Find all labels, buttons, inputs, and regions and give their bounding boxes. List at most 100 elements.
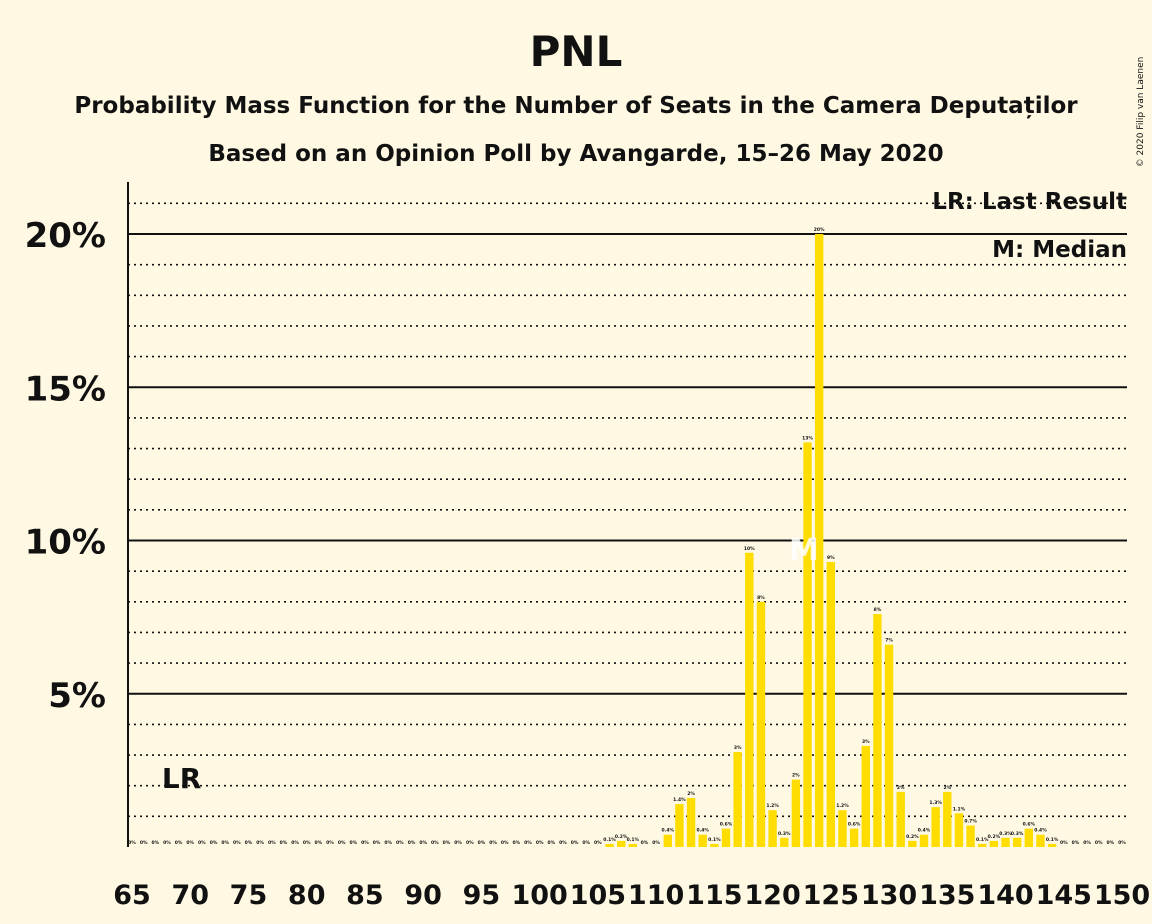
bar-seat-144: [1047, 843, 1057, 847]
value-label-seat-79: 0%: [291, 840, 299, 846]
bar-seat-131: [896, 791, 905, 847]
x-tick-label: 120: [744, 880, 800, 911]
grid-lines: [128, 202, 1127, 818]
bar-seat-112: [675, 804, 684, 847]
value-label-seat-113: 2%: [687, 791, 695, 797]
value-label-seat-111: 0.4%: [662, 828, 675, 834]
bar-seat-130: [884, 644, 894, 847]
value-label-seat-145: 0%: [1060, 840, 1068, 846]
last-result-marker: LR: [162, 762, 201, 795]
value-label-seat-74: 0%: [233, 840, 241, 846]
value-label-seat-67: 0%: [151, 840, 159, 846]
x-tick-label: 95: [463, 880, 501, 911]
value-label-seat-89: 0%: [408, 840, 416, 846]
value-label-seat-150: 0%: [1118, 840, 1126, 846]
bar-seat-134: [931, 807, 940, 847]
bar-seat-108: [628, 843, 638, 847]
value-label-seat-110: 0%: [652, 840, 660, 846]
bar-seat-137: [966, 825, 975, 847]
bar-seat-141: [1012, 837, 1022, 847]
bar-seat-125: [826, 561, 836, 847]
value-label-seat-114: 0.4%: [696, 828, 709, 834]
chart-title: PNL: [530, 27, 623, 76]
value-label-seat-70: 0%: [186, 840, 194, 846]
value-label-seat-84: 0%: [349, 840, 357, 846]
value-label-seat-122: 2%: [792, 773, 800, 779]
value-label-seat-116: 0.6%: [720, 822, 733, 828]
value-label-seat-102: 0%: [559, 840, 567, 846]
value-label-seat-126: 1.2%: [836, 803, 849, 809]
x-tick-label: 100: [511, 880, 567, 911]
value-label-seat-129: 8%: [874, 607, 882, 613]
x-tick-label: 75: [230, 880, 268, 911]
value-label-seat-73: 0%: [221, 840, 229, 846]
value-label-seat-81: 0%: [315, 840, 323, 846]
bar-seat-140: [1001, 837, 1010, 847]
value-label-seat-66: 0%: [140, 840, 148, 846]
x-tick-label: 90: [404, 880, 442, 911]
value-label-seat-77: 0%: [268, 840, 276, 846]
value-label-seat-112: 1.4%: [673, 797, 686, 803]
bar-seat-123: [803, 442, 812, 847]
value-label-seat-120: 1.2%: [766, 803, 779, 809]
bar-seat-121: [780, 837, 789, 847]
bar-seat-117: [733, 751, 742, 847]
value-label-seat-142: 0.6%: [1023, 822, 1036, 828]
value-label-seat-87: 0%: [384, 840, 392, 846]
value-label-seat-96: 0%: [489, 840, 497, 846]
value-label-seat-101: 0%: [547, 840, 555, 846]
value-label-seat-141: 0.3%: [1011, 831, 1024, 837]
legend-median: M: Median: [992, 237, 1127, 263]
value-label-seat-134: 1.3%: [929, 800, 942, 806]
bar-seat-122: [791, 779, 801, 847]
bar-seat-142: [1024, 828, 1034, 847]
chart-subtitle-2: Based on an Opinion Poll by Avangarde, 1…: [208, 141, 943, 167]
legend-last-result: LR: Last Result: [932, 189, 1127, 215]
value-label-seat-103: 0%: [571, 840, 579, 846]
value-label-seat-119: 8%: [757, 595, 765, 601]
x-axis: 65 70 75 80 85 90 95 100 105 110 115 120 125 130 135 14…: [113, 880, 1150, 911]
x-tick-label: 65: [113, 880, 151, 911]
x-tick-label: 85: [346, 880, 384, 911]
value-label-seat-127: 0.6%: [848, 822, 861, 828]
value-label-seat-76: 0%: [256, 840, 264, 846]
x-tick-label: 135: [919, 880, 975, 911]
bar-seat-111: [663, 834, 672, 847]
bar-seat-120: [768, 810, 777, 847]
value-label-seat-85: 0%: [361, 840, 369, 846]
bar-seat-132: [908, 840, 917, 847]
value-label-seat-115: 0.1%: [708, 837, 721, 843]
bar-value-labels: 0% 0% 0% 0% 0% 0% 0% 0% 0% 0% 0% 0% 0% 0% 0% 0% 0% 0% 0% 0%…: [128, 227, 1126, 846]
bar-seat-119: [756, 601, 766, 847]
y-tick-label: 5%: [48, 676, 106, 716]
value-label-seat-86: 0%: [373, 840, 381, 846]
bar-seat-129: [873, 614, 882, 847]
value-label-seat-68: 0%: [163, 840, 171, 846]
y-tick-label: 15%: [25, 369, 106, 409]
value-label-seat-94: 0%: [466, 840, 474, 846]
value-label-seat-83: 0%: [338, 840, 346, 846]
value-label-seat-92: 0%: [443, 840, 451, 846]
value-label-seat-104: 0%: [582, 840, 590, 846]
value-label-seat-135: 2%: [943, 785, 951, 791]
value-label-seat-90: 0%: [419, 840, 427, 846]
value-label-seat-109: 0%: [641, 840, 649, 846]
value-label-seat-80: 0%: [303, 840, 311, 846]
value-label-seat-100: 0%: [536, 840, 544, 846]
x-tick-label: 70: [171, 880, 209, 911]
bar-seat-115: [710, 843, 719, 847]
x-tick-label: 105: [570, 880, 626, 911]
bar-seat-135: [943, 791, 952, 847]
x-tick-label: 115: [686, 880, 742, 911]
value-label-seat-148: 0%: [1095, 840, 1103, 846]
x-tick-label: 140: [977, 880, 1033, 911]
bars: [605, 234, 1057, 847]
value-label-seat-71: 0%: [198, 840, 206, 846]
value-label-seat-65: 0%: [128, 840, 136, 846]
value-label-seat-72: 0%: [210, 840, 218, 846]
value-label-seat-117: 3%: [734, 745, 742, 751]
value-label-seat-121: 0.3%: [778, 831, 791, 837]
value-label-seat-106: 0.1%: [603, 837, 616, 843]
bar-seat-124: [814, 234, 824, 847]
